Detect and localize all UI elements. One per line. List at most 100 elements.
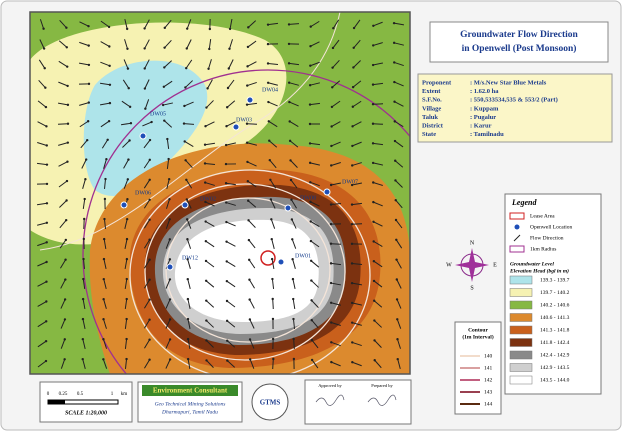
flow-arrow: [204, 142, 216, 146]
flow-arrow-head: [186, 238, 189, 241]
flow-arrow: [289, 121, 299, 127]
flow-arrow-head: [329, 301, 333, 304]
flow-arrow: [185, 159, 193, 169]
flow-arrow: [205, 221, 215, 227]
flow-arrow: [352, 141, 362, 147]
flow-arrow-head: [148, 218, 151, 221]
flow-arrow: [186, 39, 192, 49]
flow-arrow-head: [373, 359, 376, 362]
flow-arrow: [373, 182, 383, 186]
flow-arrow-head: [128, 105, 132, 109]
openwell-marker: [166, 263, 174, 271]
levels-title: Elevation Head (bgl in m): [509, 267, 569, 274]
flow-arrow-head: [102, 237, 106, 241]
flow-arrow-head: [309, 220, 312, 223]
flow-arrow: [185, 80, 193, 88]
flow-arrow: [166, 138, 170, 150]
map-title: Groundwater Flow Direction: [460, 30, 578, 40]
flow-arrow-head: [207, 67, 210, 70]
contour-line: [144, 183, 346, 361]
flow-arrow-head: [167, 177, 171, 181]
flow-arrow-head: [351, 85, 355, 89]
flow-arrow-head: [267, 100, 270, 104]
contour-label: 140: [484, 353, 493, 359]
flow-arrow-head: [204, 125, 207, 128]
flow-arrow: [247, 20, 257, 28]
flow-arrow: [39, 39, 45, 49]
flow-arrow: [103, 299, 107, 309]
flow-arrow-head: [125, 277, 128, 281]
flow-arrow-head: [225, 220, 228, 224]
flow-arrow-head: [247, 219, 250, 222]
flow-arrow-head: [372, 181, 375, 184]
level-swatch: [509, 288, 533, 297]
flow-arrow: [352, 100, 362, 108]
flow-arrow: [123, 159, 129, 169]
flow-arrow-head: [291, 277, 295, 281]
flow-arrow-head: [64, 258, 67, 261]
flow-arrow: [205, 260, 215, 268]
flow-arrow: [293, 338, 295, 350]
flow-arrow: [103, 159, 107, 169]
flow-arrow: [249, 319, 255, 329]
flow-arrow: [268, 140, 278, 148]
flow-arrow: [144, 19, 150, 29]
flow-arrow: [58, 60, 68, 68]
flow-arrow-head: [248, 358, 252, 361]
well-label: DW04: [262, 87, 278, 93]
flow-arrow: [394, 120, 404, 128]
flow-arrow-head: [161, 103, 165, 107]
flow-arrow-head: [203, 162, 207, 165]
flow-arrow: [143, 139, 151, 149]
flow-arrow: [352, 322, 362, 326]
flow-arrow: [166, 179, 170, 189]
flow-arrow-head: [291, 238, 294, 241]
flow-arrow: [205, 182, 215, 186]
flow-arrow: [394, 101, 404, 107]
flow-arrow-head: [331, 46, 335, 50]
info-label: Village: [422, 105, 441, 112]
flow-arrow-head: [309, 181, 312, 184]
flow-arrow: [100, 61, 110, 67]
flow-arrow-head: [395, 298, 399, 301]
flow-arrow: [165, 239, 171, 249]
flow-arrow-head: [43, 66, 46, 70]
flow-arrow-head: [329, 203, 333, 206]
flow-arrow: [165, 319, 171, 329]
flow-arrow-head: [45, 300, 48, 303]
flow-arrow: [395, 239, 403, 249]
flow-arrow-head: [392, 21, 396, 25]
flow-arrow: [351, 262, 363, 266]
flow-arrow-head: [248, 338, 252, 341]
flow-arrow: [289, 140, 299, 148]
flow-arrow-head: [292, 297, 295, 301]
flow-arrow: [229, 18, 233, 30]
level-swatch: [509, 313, 533, 322]
flow-arrow-head: [310, 358, 314, 362]
flow-arrow: [163, 80, 173, 88]
flow-arrow-head: [107, 25, 111, 29]
flow-arrow-head: [204, 220, 207, 223]
openwell-marker: [323, 188, 331, 196]
well-label: DW03: [236, 117, 252, 123]
flow-arrow-head: [225, 240, 228, 243]
flow-arrow-head: [168, 258, 172, 261]
flow-arrow: [393, 22, 405, 26]
flow-arrow-head: [65, 179, 69, 183]
flow-arrow-head: [45, 280, 48, 283]
flow-arrow-head: [143, 87, 147, 90]
flow-arrow: [330, 202, 342, 206]
flow-arrow-head: [330, 164, 333, 167]
flow-arrow: [187, 299, 191, 309]
flow-arrow-head: [65, 26, 68, 29]
flow-arrow-head: [42, 27, 45, 30]
level-swatch: [509, 375, 533, 385]
flow-arrow: [206, 360, 214, 368]
flow-arrow-head: [66, 103, 70, 107]
flow-arrow-head: [330, 360, 333, 364]
flow-arrow-head: [246, 180, 250, 183]
flow-arrow-head: [352, 46, 355, 49]
well-label: DW08: [300, 195, 316, 201]
flow-arrow-head: [185, 198, 189, 201]
flow-arrow: [103, 279, 107, 289]
